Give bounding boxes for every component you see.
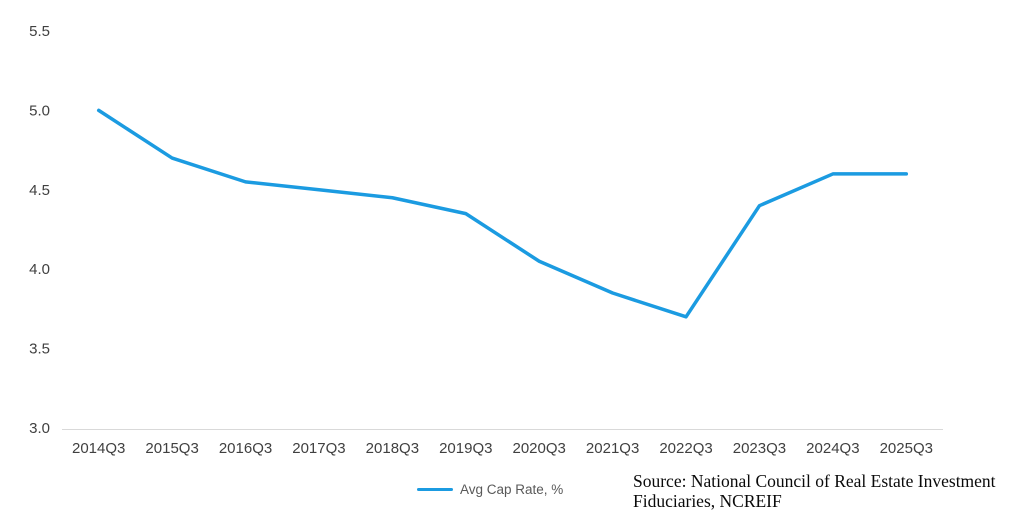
legend-line-swatch: [417, 488, 453, 491]
y-tick-label: 3.0: [29, 420, 50, 437]
source-note-line-1: Source: National Council of Real Estate …: [633, 471, 996, 491]
x-tick-label: 2016Q3: [219, 440, 272, 457]
legend: Avg Cap Rate, %: [417, 481, 563, 498]
x-tick-label: 2022Q3: [659, 440, 712, 457]
y-tick-label: 4.0: [29, 261, 50, 278]
x-tick-label: 2014Q3: [72, 440, 125, 457]
y-tick-label: 5.0: [29, 102, 50, 119]
legend-label: Avg Cap Rate, %: [460, 482, 564, 497]
x-tick-label: 2018Q3: [366, 440, 419, 457]
y-tick-label: 4.5: [29, 182, 50, 199]
y-tick-label: 5.5: [29, 23, 50, 40]
x-tick-label: 2025Q3: [880, 440, 933, 457]
source-note: Source: National Council of Real Estate …: [633, 471, 1018, 511]
avg-cap-rate-line: [96, 108, 909, 319]
x-tick-label: 2023Q3: [733, 440, 786, 457]
x-tick-label: 2021Q3: [586, 440, 639, 457]
x-tick-label: 2015Q3: [145, 440, 198, 457]
x-tick-label: 2017Q3: [292, 440, 345, 457]
x-tick-label: 2019Q3: [439, 440, 492, 457]
x-tick-label: 2024Q3: [806, 440, 859, 457]
y-tick-label: 3.5: [29, 341, 50, 358]
source-note-line-2: Fiduciaries, NCREIF: [633, 490, 782, 511]
x-tick-label: 2020Q3: [513, 440, 566, 457]
